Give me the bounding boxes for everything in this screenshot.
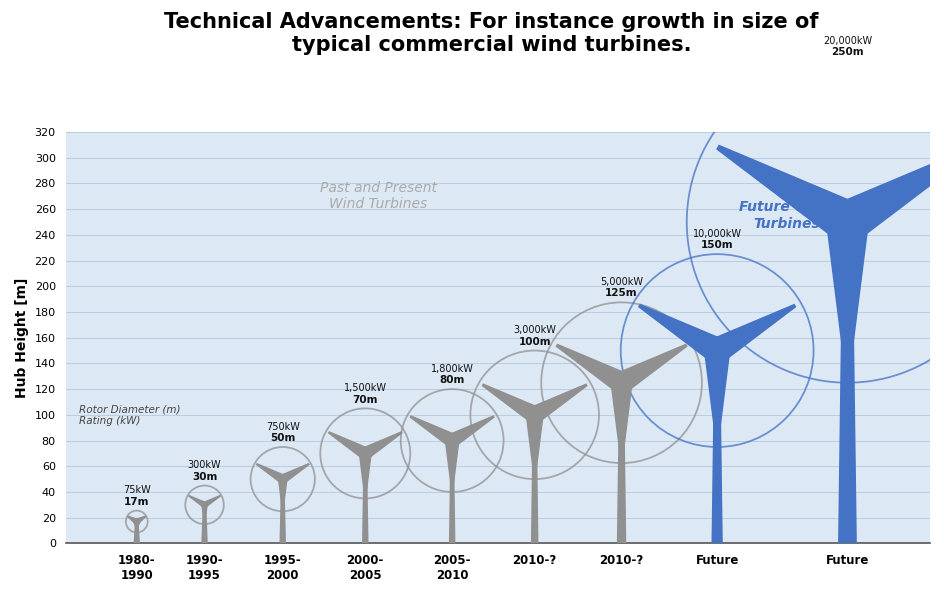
- Polygon shape: [482, 384, 538, 422]
- Polygon shape: [279, 479, 286, 543]
- Ellipse shape: [531, 411, 538, 419]
- Ellipse shape: [711, 345, 722, 356]
- Text: 10,000kW: 10,000kW: [692, 229, 741, 239]
- Text: 125m: 125m: [604, 289, 637, 298]
- Polygon shape: [526, 415, 543, 474]
- Polygon shape: [837, 222, 856, 543]
- Text: Past and Present
Wind Turbines: Past and Present Wind Turbines: [319, 181, 436, 211]
- Ellipse shape: [448, 437, 455, 443]
- Text: 150m: 150m: [700, 241, 733, 250]
- Text: Rotor Diameter (m)
Rating (kW): Rotor Diameter (m) Rating (kW): [78, 404, 180, 426]
- Text: 75kW: 75kW: [123, 485, 150, 495]
- Polygon shape: [531, 415, 538, 543]
- Polygon shape: [556, 345, 626, 392]
- Text: 1,500kW: 1,500kW: [344, 383, 386, 393]
- Polygon shape: [638, 304, 723, 361]
- Text: 20,000kW: 20,000kW: [822, 36, 871, 46]
- Text: 50m: 50m: [270, 433, 295, 443]
- Text: 1,800kW: 1,800kW: [430, 364, 473, 374]
- Polygon shape: [711, 351, 722, 543]
- Polygon shape: [203, 496, 220, 507]
- Text: 30m: 30m: [192, 472, 217, 482]
- Polygon shape: [362, 454, 368, 543]
- Ellipse shape: [134, 518, 140, 524]
- Polygon shape: [530, 384, 586, 422]
- Ellipse shape: [362, 451, 368, 456]
- Polygon shape: [127, 516, 138, 524]
- Polygon shape: [280, 464, 309, 483]
- Ellipse shape: [279, 476, 285, 482]
- Ellipse shape: [837, 213, 856, 231]
- Polygon shape: [362, 432, 401, 459]
- Text: 300kW: 300kW: [188, 460, 221, 470]
- Polygon shape: [611, 382, 632, 457]
- Polygon shape: [710, 304, 795, 361]
- Polygon shape: [134, 521, 139, 532]
- Ellipse shape: [201, 502, 208, 508]
- Polygon shape: [704, 351, 729, 440]
- Text: 80m: 80m: [439, 375, 464, 385]
- Ellipse shape: [616, 378, 626, 387]
- Polygon shape: [448, 416, 494, 446]
- Polygon shape: [257, 464, 284, 483]
- Polygon shape: [716, 146, 857, 240]
- Text: 5,000kW: 5,000kW: [599, 277, 642, 287]
- Polygon shape: [202, 505, 207, 523]
- Text: 70m: 70m: [352, 395, 378, 404]
- Polygon shape: [410, 416, 455, 446]
- Polygon shape: [133, 521, 140, 543]
- Polygon shape: [445, 440, 459, 488]
- Polygon shape: [826, 222, 868, 371]
- Text: 3,000kW: 3,000kW: [513, 325, 555, 335]
- Polygon shape: [448, 440, 455, 543]
- Polygon shape: [329, 432, 368, 459]
- Polygon shape: [616, 382, 626, 543]
- Polygon shape: [359, 454, 371, 495]
- Text: Technical Advancements: For instance growth in size of
typical commercial wind t: Technical Advancements: For instance gro…: [164, 12, 818, 55]
- Polygon shape: [836, 146, 944, 240]
- Polygon shape: [135, 516, 145, 524]
- Y-axis label: Hub Height [m]: Hub Height [m]: [15, 278, 29, 398]
- Polygon shape: [278, 479, 287, 509]
- Polygon shape: [615, 345, 686, 392]
- Text: 17m: 17m: [124, 497, 149, 507]
- Text: Future Wind
Turbines: Future Wind Turbines: [738, 200, 834, 231]
- Text: 750kW: 750kW: [265, 421, 299, 432]
- Text: 250m: 250m: [831, 48, 863, 57]
- Polygon shape: [201, 505, 208, 543]
- Polygon shape: [189, 496, 206, 507]
- Text: 100m: 100m: [518, 337, 550, 347]
